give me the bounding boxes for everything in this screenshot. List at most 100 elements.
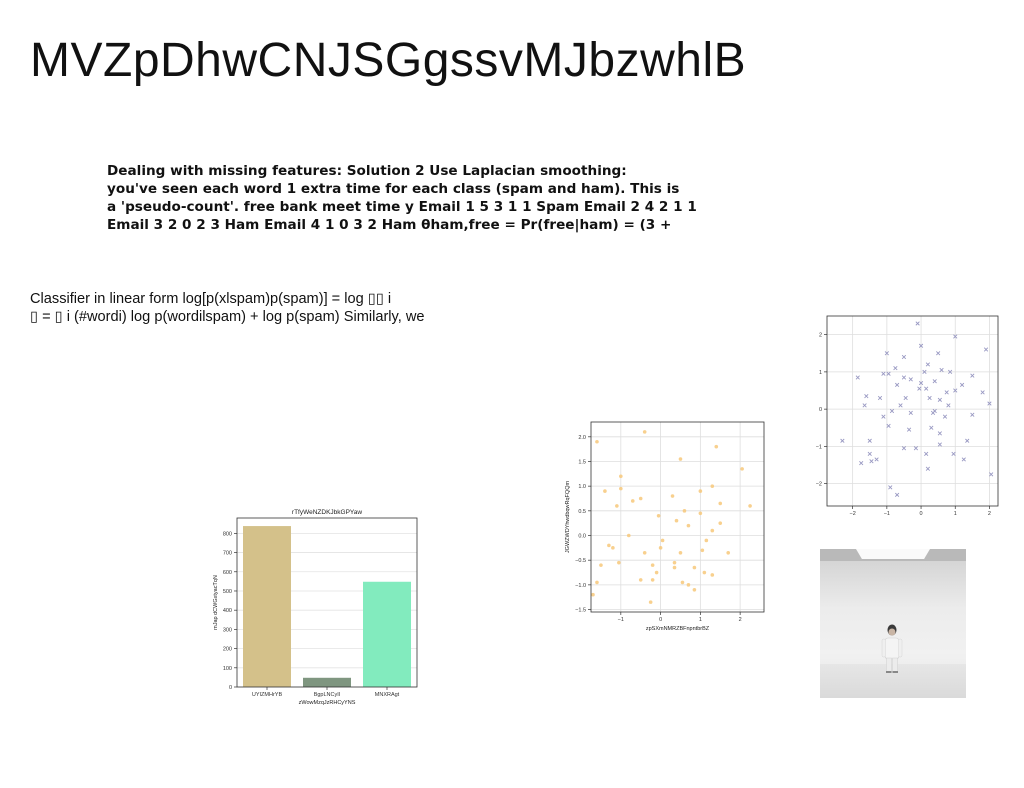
data-point xyxy=(710,484,715,488)
data-point xyxy=(672,560,677,565)
data-point xyxy=(867,438,872,443)
data-point xyxy=(678,457,683,461)
y-tick-label: 600 xyxy=(223,570,232,576)
data-point xyxy=(874,457,879,462)
y-axis-label: mJap dCWGxtyacTqN xyxy=(213,575,219,630)
text-line: ▯ = ▯ i (#wordi) log p(wordilspam) + log… xyxy=(30,309,425,325)
data-point xyxy=(924,386,929,391)
data-point xyxy=(932,408,937,414)
data-point xyxy=(674,518,679,523)
data-point xyxy=(748,504,752,508)
data-point xyxy=(908,377,913,382)
plot-frame xyxy=(590,421,765,613)
data-point xyxy=(917,386,922,391)
data-point xyxy=(611,546,615,550)
data-point xyxy=(607,543,611,548)
data-point xyxy=(686,583,691,587)
data-point xyxy=(953,334,958,339)
y-tick-label: 1.5 xyxy=(578,459,586,465)
data-point xyxy=(886,371,891,376)
y-tick-label: 400 xyxy=(223,608,232,614)
data-point xyxy=(718,501,723,506)
scatter-chart-crosses: −2 −1 0 1 2 −2 −1 0 1 2 xyxy=(816,315,999,517)
data-point xyxy=(867,451,872,456)
data-point xyxy=(965,438,970,443)
data-point xyxy=(881,371,886,376)
data-point xyxy=(894,492,900,497)
data-point xyxy=(877,395,883,401)
data-point xyxy=(881,414,886,419)
data-point xyxy=(944,390,949,395)
data-point xyxy=(901,354,907,360)
data-point xyxy=(654,570,659,575)
data-point xyxy=(925,362,931,367)
y-tick-label: 1 xyxy=(819,370,822,376)
data-point xyxy=(937,431,942,436)
person-photo xyxy=(820,549,966,698)
data-point xyxy=(903,395,908,401)
data-point xyxy=(987,401,992,406)
x-tick-label: 2 xyxy=(739,617,742,623)
text-line: Email 3 2 0 2 3 Ham Email 4 1 0 3 2 Ham … xyxy=(107,217,672,233)
data-point xyxy=(927,395,932,401)
y-tick-label: 1.0 xyxy=(578,484,586,490)
data-point xyxy=(924,451,929,456)
bar xyxy=(243,526,291,687)
y-tick-label: 300 xyxy=(223,627,232,633)
data-point xyxy=(714,444,719,449)
data-point xyxy=(855,375,860,380)
data-point xyxy=(638,496,643,501)
data-point xyxy=(591,592,595,597)
data-point xyxy=(948,369,953,375)
data-point xyxy=(658,546,663,550)
data-point xyxy=(901,375,907,380)
x-tick-label: 2 xyxy=(988,511,991,517)
data-point xyxy=(702,570,707,575)
y-tick-label: 0 xyxy=(819,407,822,413)
data-point xyxy=(642,430,647,434)
data-point xyxy=(595,580,599,585)
data-point xyxy=(937,442,942,447)
data-point xyxy=(704,538,709,543)
data-point xyxy=(970,373,975,378)
scatter-chart-circles: −1.5 −1.0 −0.5 0.0 0.5 1.0 1.5 2.0 −1 0 1 2 zpSXmNMR… xyxy=(565,421,765,632)
data-point xyxy=(951,451,956,456)
data-point xyxy=(961,457,966,462)
data-point xyxy=(680,580,685,585)
x-tick-label: UYIZMHrYB xyxy=(252,692,283,698)
data-point xyxy=(726,550,731,555)
data-point xyxy=(840,438,845,443)
data-point xyxy=(740,467,744,471)
data-point xyxy=(710,573,715,577)
x-tick-label: 0 xyxy=(659,617,662,623)
data-point xyxy=(682,509,687,513)
data-point xyxy=(864,393,869,399)
data-point xyxy=(918,343,924,348)
x-tick-label: −1 xyxy=(618,617,624,623)
data-point xyxy=(886,423,891,429)
y-tick-label: 100 xyxy=(223,666,232,672)
data-point xyxy=(894,382,900,388)
data-point xyxy=(922,369,927,375)
data-point xyxy=(619,474,623,479)
data-point xyxy=(670,494,675,498)
data-point xyxy=(692,565,697,570)
data-point xyxy=(939,367,944,373)
data-point xyxy=(710,528,715,533)
bar-chart: 0 100 200 300 400 500 600 700 800 UYIZMHrYB BgpLNC… xyxy=(213,509,418,706)
x-tick-label: MNXRAgt xyxy=(375,692,400,698)
y-tick-label: −1.5 xyxy=(575,608,586,614)
data-point xyxy=(862,403,867,408)
y-tick-label: −0.5 xyxy=(575,558,586,564)
data-point xyxy=(642,550,647,555)
data-point xyxy=(929,425,934,430)
x-axis-label: zpSXmNMRZBFnpntbrBZ xyxy=(646,626,710,632)
data-point xyxy=(953,388,958,393)
chart-title: rTfyWeNZDKJbkGPYaw xyxy=(292,509,362,516)
plot-frame xyxy=(826,315,999,507)
data-point xyxy=(889,408,895,414)
bar xyxy=(303,677,351,687)
data-point xyxy=(718,521,723,525)
plot-background xyxy=(591,422,764,612)
data-point xyxy=(638,578,643,582)
